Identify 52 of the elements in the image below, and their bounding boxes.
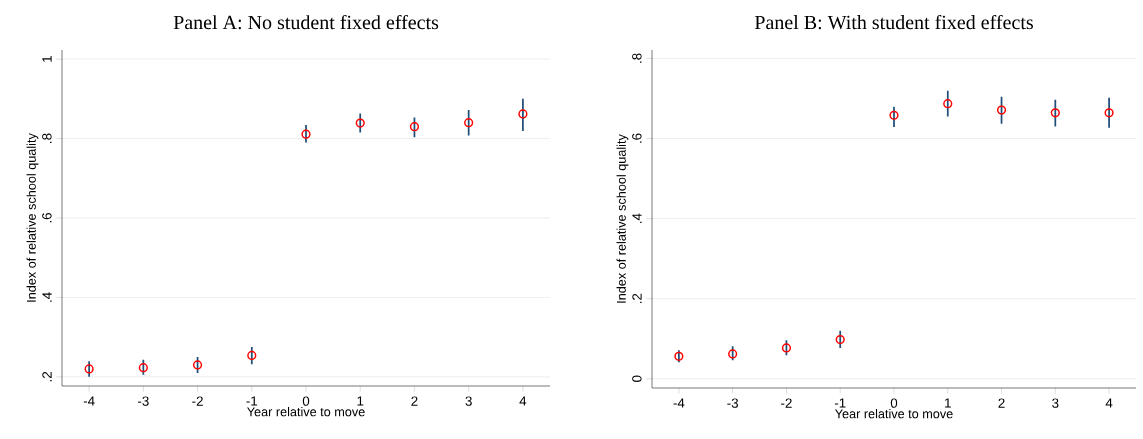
point — [728, 349, 738, 359]
x-tick-label: 3 — [465, 396, 472, 406]
y-tick-label: .2 — [632, 293, 642, 304]
y-tick-label: .4 — [632, 213, 642, 223]
y-tick-label: 0 — [632, 375, 642, 382]
y-tick-label: .2 — [42, 371, 52, 382]
x-axis-title: Year relative to move — [247, 406, 365, 417]
x-axis-title: Year relative to move — [835, 408, 953, 419]
x-tick-label: 0 — [890, 398, 898, 408]
y-tick-label: .4 — [42, 292, 52, 302]
chart-title: Panel B: With student fixed effects — [754, 14, 1033, 30]
x-tick-label: -2 — [192, 396, 203, 406]
x-tick-label: 1 — [945, 398, 951, 408]
point — [84, 364, 94, 374]
x-tick-label: -1 — [834, 398, 846, 408]
x-tick-label: -4 — [83, 396, 95, 406]
y-tick-label: .6 — [42, 213, 52, 223]
y-tick-label: .6 — [632, 133, 642, 143]
point — [889, 110, 899, 120]
x-tick-label: 4 — [1105, 398, 1113, 408]
x-tick-label: 3 — [1052, 398, 1059, 408]
y-tick-label: .8 — [632, 53, 642, 63]
point — [409, 122, 420, 132]
point — [247, 350, 257, 361]
point — [996, 105, 1007, 115]
y-axis-title: Index of relative school quality — [616, 134, 629, 303]
point — [464, 118, 474, 128]
chart-title: Panel A: No student fixed effects — [173, 14, 439, 30]
x-tick-label: -2 — [781, 398, 792, 408]
point — [301, 129, 311, 139]
x-tick-label: 2 — [998, 398, 1005, 408]
x-tick-label: 1 — [357, 396, 364, 406]
y-tick-label: .8 — [42, 133, 52, 143]
x-tick-label: -3 — [727, 398, 739, 408]
point — [355, 118, 365, 128]
point — [835, 334, 845, 345]
point — [1104, 108, 1114, 118]
point — [192, 360, 203, 370]
x-tick-label: 0 — [302, 396, 310, 406]
x-tick-label: -1 — [246, 396, 258, 406]
x-tick-label: 4 — [519, 396, 527, 406]
point — [943, 99, 953, 109]
x-tick-label: -3 — [138, 396, 149, 406]
point — [138, 363, 148, 373]
y-axis-title: Index of relative school quality — [26, 133, 39, 302]
point — [518, 109, 528, 119]
y-tick-label: 1 — [42, 56, 52, 62]
point — [674, 351, 684, 361]
x-tick-label: -4 — [673, 398, 685, 408]
point — [781, 343, 792, 353]
x-tick-label: 2 — [411, 396, 418, 406]
point — [1050, 108, 1060, 118]
